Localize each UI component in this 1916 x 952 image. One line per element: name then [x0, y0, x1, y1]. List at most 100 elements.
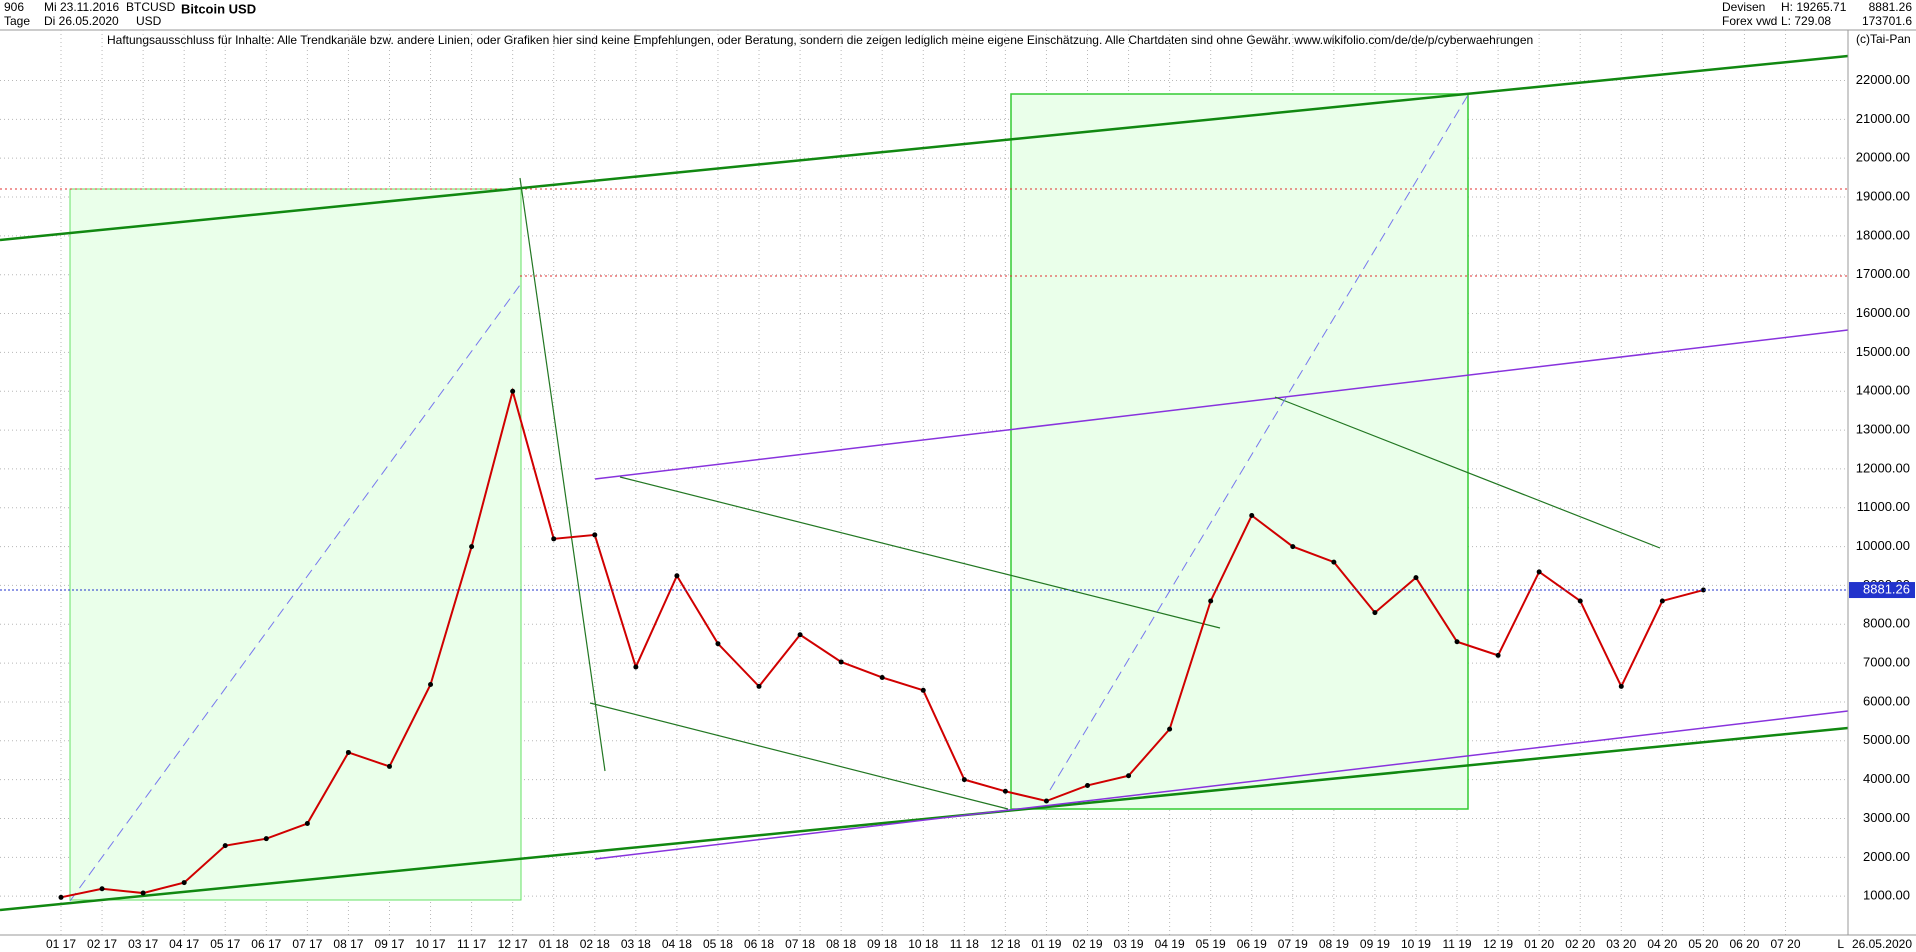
- x-tick-label: 10 17: [416, 937, 446, 951]
- x-tick-label: 02 20: [1565, 937, 1595, 951]
- price-point: [1495, 652, 1501, 658]
- title: Bitcoin USD: [181, 1, 256, 16]
- copyright: (c)Tai-Pan: [1856, 32, 1911, 46]
- last-date: 26.05.2020: [1852, 937, 1912, 951]
- price-point: [510, 388, 516, 394]
- trend-line: [589, 702, 1009, 810]
- y-tick-label: 13000.00: [1856, 422, 1910, 437]
- y-tick-label: 18000.00: [1856, 227, 1910, 242]
- count: 906: [4, 0, 24, 14]
- y-tick-label: 6000.00: [1863, 693, 1910, 708]
- period: Tage: [4, 14, 30, 28]
- price-point: [879, 674, 885, 680]
- y-tick-label: 20000.00: [1856, 150, 1910, 165]
- x-tick-label: 07 18: [785, 937, 815, 951]
- price-point: [1249, 513, 1255, 519]
- trend-line: [1274, 396, 1661, 549]
- x-tick-label: 03 19: [1114, 937, 1144, 951]
- x-tick-label: 09 18: [867, 937, 897, 951]
- price-point: [1085, 782, 1090, 788]
- y-tick-label: 21000.00: [1856, 111, 1910, 126]
- price-point: [1331, 559, 1337, 565]
- x-tick-label: 01 20: [1524, 937, 1554, 951]
- zone: [69, 188, 522, 901]
- x-tick-label: 06 17: [251, 937, 281, 951]
- price-point: [345, 749, 351, 755]
- price-point: [181, 880, 187, 886]
- price-point: [1372, 610, 1378, 616]
- x-tick-label: 03 18: [621, 937, 651, 951]
- price-point: [1577, 598, 1583, 604]
- x-tick-label: 08 18: [826, 937, 856, 951]
- x-tick-label: 05 19: [1196, 937, 1226, 951]
- x-tick-label: 04 17: [169, 937, 199, 951]
- x-tick-label: 07 17: [292, 937, 322, 951]
- price-point: [469, 544, 475, 550]
- y-tick-label: 14000.00: [1856, 383, 1910, 398]
- source: Forex vwd: [1722, 14, 1777, 28]
- y-tick-label: 16000.00: [1856, 305, 1910, 320]
- price-point: [58, 894, 64, 900]
- disclaimer: Haftungsausschluss für Inhalte: Alle Tre…: [107, 33, 1533, 47]
- date-to: Di 26.05.2020: [44, 14, 119, 28]
- price-point: [1618, 683, 1624, 689]
- last-price: 8881.26: [1869, 0, 1913, 14]
- x-tick-label: 06 20: [1729, 937, 1759, 951]
- price-point: [715, 641, 721, 647]
- x-tick-label: 09 19: [1360, 937, 1390, 951]
- y-tick-label: 2000.00: [1863, 849, 1910, 864]
- x-tick-label: 02 18: [580, 937, 610, 951]
- price-point: [1126, 773, 1132, 779]
- x-tick-label: 04 20: [1647, 937, 1677, 951]
- y-tick-label: 11000.00: [1857, 499, 1910, 514]
- price-point: [961, 777, 967, 783]
- price-point: [1290, 544, 1296, 550]
- currency: USD: [136, 14, 162, 28]
- price-point: [674, 573, 680, 579]
- x-tick-label: 10 18: [908, 937, 938, 951]
- price-point: [797, 632, 803, 638]
- y-tick-label: 8000.00: [1863, 616, 1910, 631]
- x-tick-label: 12 19: [1483, 937, 1513, 951]
- high: H: 19265.71: [1781, 0, 1847, 14]
- price-point: [1167, 726, 1173, 732]
- price-point: [99, 886, 105, 892]
- y-tick-label: 1000.00: [1863, 888, 1910, 903]
- x-tick-label: 03 20: [1606, 937, 1636, 951]
- y-tick-label: 4000.00: [1863, 771, 1910, 786]
- trend-line: [594, 710, 1849, 860]
- price-point: [1454, 639, 1460, 645]
- x-tick-label: 04 18: [662, 937, 692, 951]
- price-point: [386, 763, 392, 769]
- x-tick-label: 09 17: [374, 937, 404, 951]
- last-price-box: [1849, 582, 1915, 599]
- x-tick-label: 07 19: [1278, 937, 1308, 951]
- price-point: [633, 664, 639, 670]
- drawings: [0, 54, 1849, 912]
- x-tick-label: 02 19: [1072, 937, 1102, 951]
- x-tick-label: 04 19: [1155, 937, 1185, 951]
- price-point: [428, 681, 434, 687]
- x-tick-label: 11 17: [457, 937, 486, 951]
- price-point: [920, 687, 926, 693]
- x-tick-label: 06 18: [744, 937, 774, 951]
- scale-mode: L: [1837, 937, 1844, 951]
- x-tick-label: 11 18: [950, 937, 979, 951]
- date-from: Mi 23.11.2016: [44, 0, 119, 14]
- trend-line: [619, 476, 1221, 629]
- x-tick-label: 03 17: [128, 937, 158, 951]
- x-tick-label: 07 20: [1771, 937, 1801, 951]
- price-point: [1659, 598, 1665, 604]
- y-tick-label: 7000.00: [1863, 655, 1910, 670]
- price-point: [1208, 598, 1214, 604]
- price-point: [1413, 575, 1419, 581]
- y-tick-label: 3000.00: [1863, 810, 1910, 825]
- y-tick-label: 15000.00: [1856, 344, 1910, 359]
- x-tick-label: 08 19: [1319, 937, 1349, 951]
- low: L: 729.08: [1781, 14, 1831, 28]
- price-point: [304, 821, 310, 827]
- y-tick-label: 12000.00: [1856, 460, 1910, 475]
- trend-line: [519, 177, 606, 772]
- x-tick-label: 12 18: [990, 937, 1020, 951]
